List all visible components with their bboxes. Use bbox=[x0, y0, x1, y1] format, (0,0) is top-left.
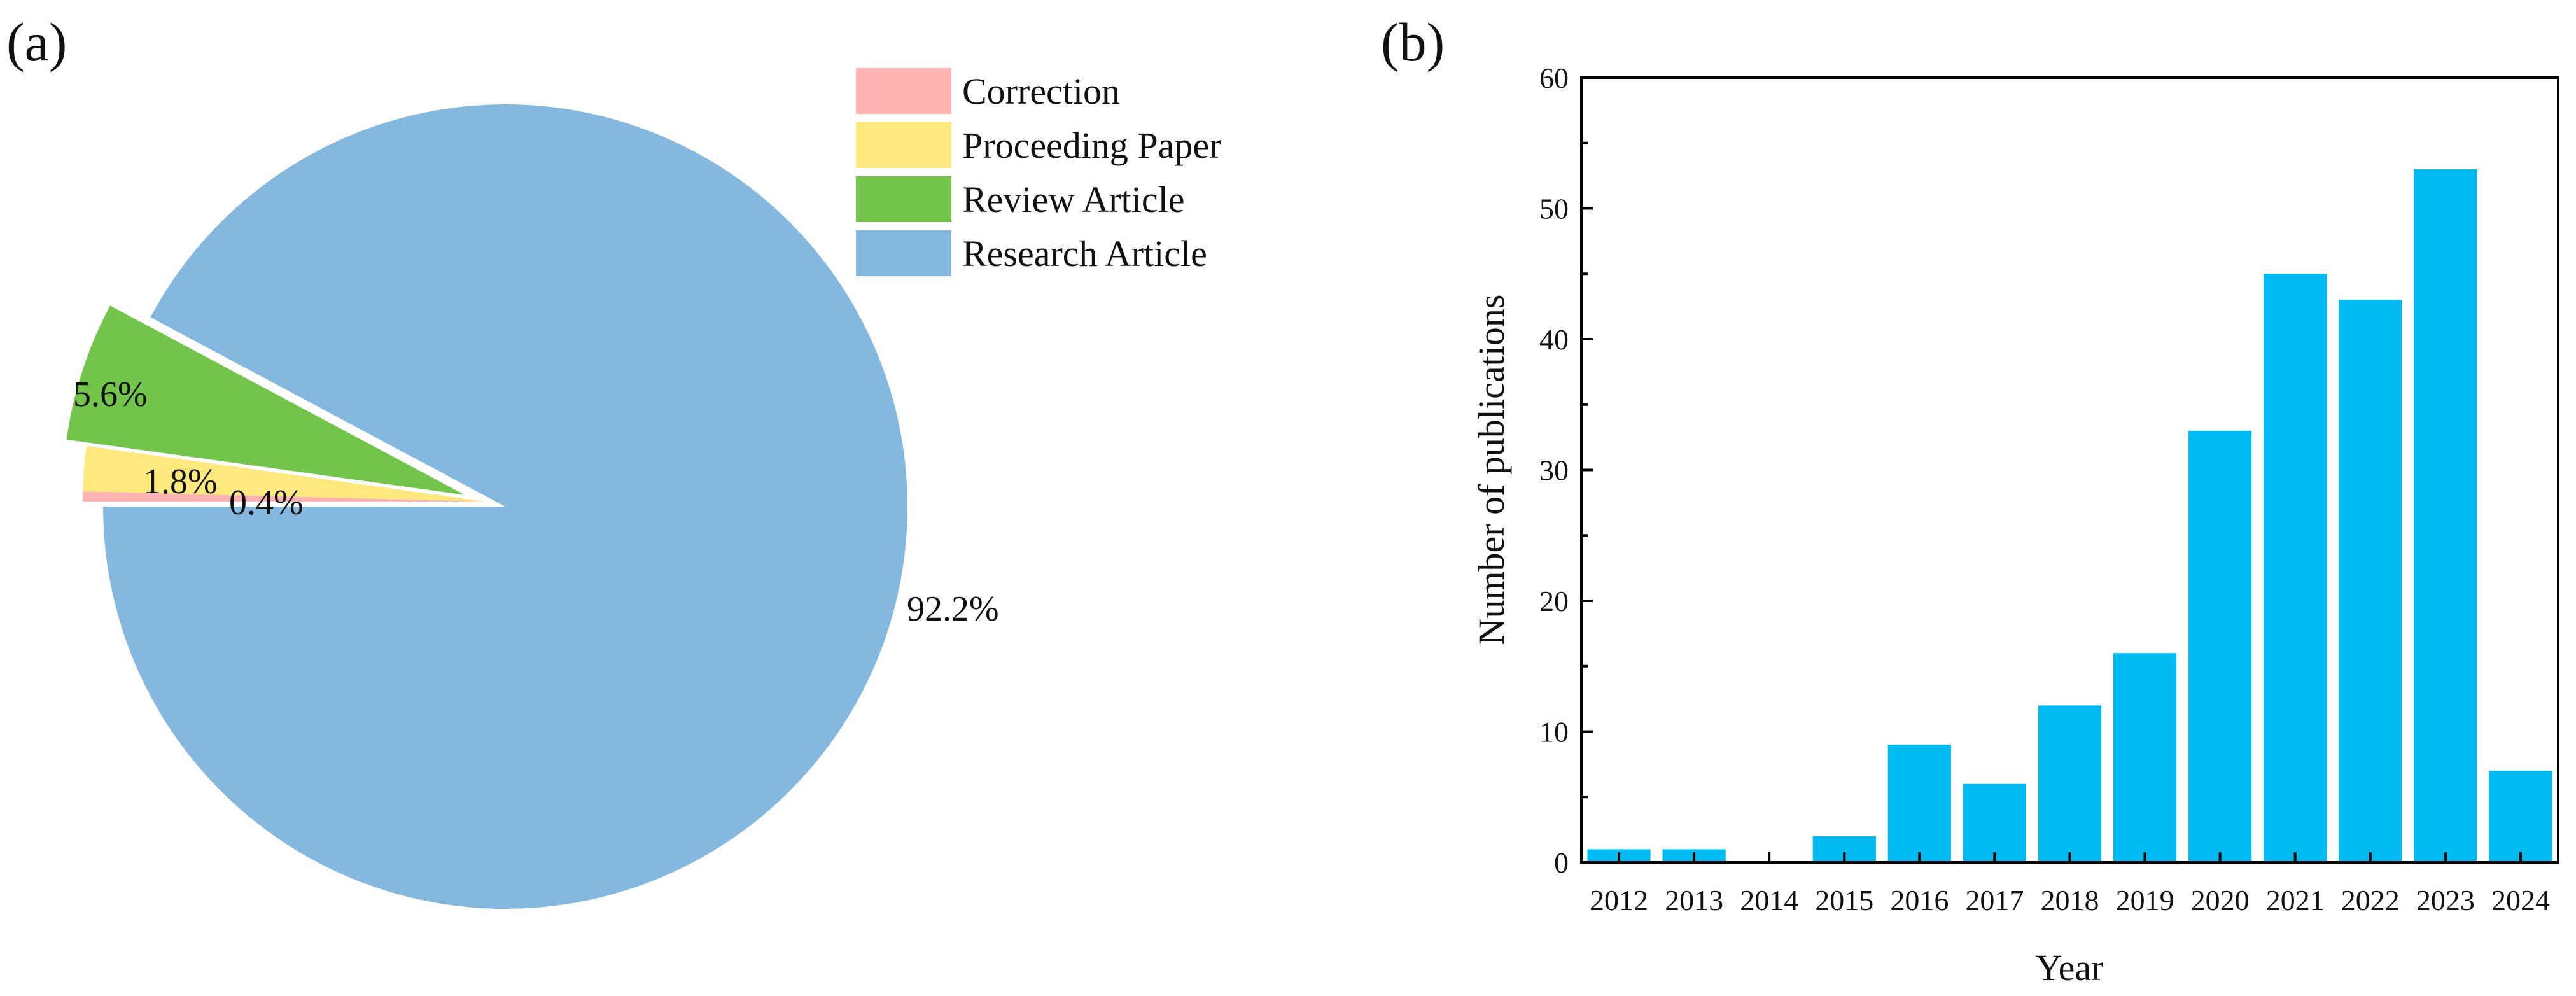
y-tick-label-0: 0 bbox=[1554, 846, 1569, 879]
bar-2018 bbox=[2038, 705, 2102, 862]
pie-label-correction: 0.4% bbox=[229, 483, 304, 523]
legend-swatch-review-article bbox=[856, 176, 951, 222]
x-tick-label-2021: 2021 bbox=[2266, 884, 2325, 916]
x-tick-label-2016: 2016 bbox=[1890, 884, 1949, 916]
bar-2023 bbox=[2414, 169, 2477, 863]
legend-swatch-research-article bbox=[856, 230, 951, 276]
legend-swatch-correction bbox=[856, 68, 951, 114]
pie-legend: Correction Proceeding Paper Review Artic… bbox=[856, 68, 1221, 276]
x-tick-label-2018: 2018 bbox=[2041, 884, 2099, 916]
pie-slice-proceeding-paper bbox=[83, 445, 485, 502]
legend-swatch-proceeding-paper bbox=[856, 122, 951, 168]
y-axis-ticks: 0 10 20 30 40 50 60 bbox=[1539, 62, 1593, 879]
y-tick-label-40: 40 bbox=[1539, 323, 1569, 356]
bar-2021 bbox=[2264, 274, 2327, 862]
pie-label-review-article: 5.6% bbox=[73, 375, 148, 414]
legend-label-correction: Correction bbox=[962, 71, 1120, 112]
pie-slice-correction bbox=[83, 491, 485, 502]
x-tick-label-2022: 2022 bbox=[2341, 884, 2400, 916]
bar-2020 bbox=[2188, 430, 2252, 862]
bar-2019 bbox=[2113, 653, 2177, 862]
pie-label-research-article: 92.2% bbox=[907, 589, 999, 629]
x-tick-label-2024: 2024 bbox=[2491, 884, 2550, 916]
pie-label-proceeding-paper: 1.8% bbox=[143, 462, 218, 502]
pie-slice-review-article bbox=[66, 305, 465, 495]
y-axis-title: Number of publications bbox=[1471, 295, 1512, 645]
y-tick-label-10: 10 bbox=[1539, 716, 1569, 748]
legend-label-research-article: Research Article bbox=[962, 233, 1207, 274]
x-tick-label-2017: 2017 bbox=[1965, 884, 2024, 916]
x-tick-label-2023: 2023 bbox=[2416, 884, 2475, 916]
x-tick-label-2015: 2015 bbox=[1815, 884, 1873, 916]
x-tick-label-2013: 2013 bbox=[1665, 884, 1723, 916]
x-tick-label-2014: 2014 bbox=[1740, 884, 1798, 916]
pie-chart-panel: (a) 0.4% 1.8% 5.6% 92.2% Correction Proc… bbox=[6, 11, 1221, 909]
legend-label-proceeding-paper: Proceeding Paper bbox=[962, 125, 1221, 166]
legend-label-review-article: Review Article bbox=[962, 179, 1185, 220]
x-tick-label-2019: 2019 bbox=[2116, 884, 2174, 916]
y-tick-label-60: 60 bbox=[1539, 62, 1569, 94]
y-tick-label-50: 50 bbox=[1539, 193, 1569, 225]
panel-b-label: (b) bbox=[1381, 11, 1445, 73]
bar-2017 bbox=[1963, 783, 2027, 862]
pie-slices bbox=[66, 104, 908, 909]
bar-2016 bbox=[1887, 745, 1951, 862]
bars bbox=[1587, 169, 2552, 863]
x-axis-title: Year bbox=[2036, 947, 2104, 988]
panel-a-label: (a) bbox=[6, 11, 67, 73]
pie-slice-research-article bbox=[103, 104, 908, 909]
x-tick-label-2020: 2020 bbox=[2191, 884, 2250, 916]
bar-2022 bbox=[2339, 300, 2402, 863]
bar-2024 bbox=[2489, 771, 2552, 862]
pie-labels: 0.4% 1.8% 5.6% 92.2% bbox=[73, 375, 999, 629]
x-axis-ticks: 2012 2013 2014 2015 2016 2017 2018 2019 2020 2021… bbox=[1590, 852, 2550, 916]
y-tick-label-20: 20 bbox=[1539, 585, 1569, 617]
y-tick-label-30: 30 bbox=[1539, 454, 1569, 487]
x-tick-label-2012: 2012 bbox=[1590, 884, 1648, 916]
